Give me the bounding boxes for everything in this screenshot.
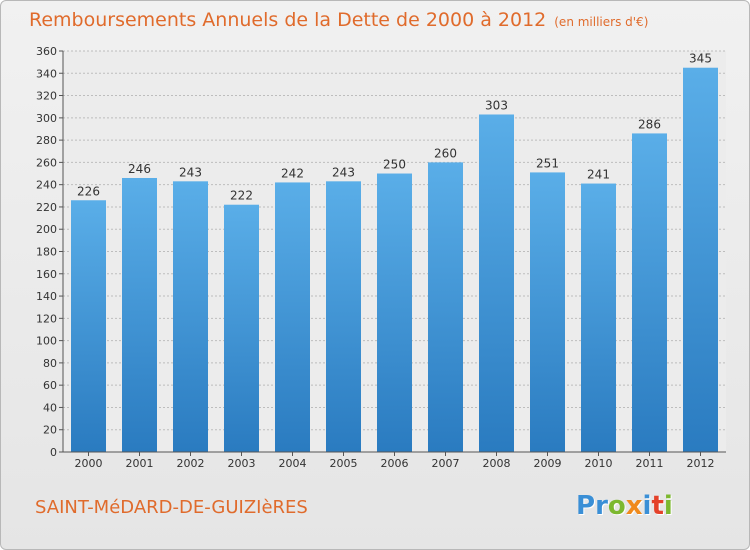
bar-2009 xyxy=(530,172,565,453)
x-tick-label-2012: 2012 xyxy=(687,457,715,470)
x-tick-label-2008: 2008 xyxy=(483,457,511,470)
data-label-2011: 286 xyxy=(638,117,661,131)
y-tick-label: 240 xyxy=(36,179,57,192)
logo-letter: P xyxy=(576,491,596,521)
y-tick-label: 360 xyxy=(36,45,57,58)
x-axis-ticks: 2000 2001 2002 2003 2004 2005 2006 2007 2008 2009… xyxy=(75,452,715,470)
data-labels: 226 246 243 222 242 243 250 260 303 251 241 286 345 xyxy=(77,52,712,203)
logo-letter: o xyxy=(607,491,626,521)
x-tick-label-2003: 2003 xyxy=(228,457,256,470)
bar-2000 xyxy=(71,200,106,452)
bar-2011 xyxy=(632,133,667,452)
logo-letter: t xyxy=(651,491,664,521)
data-label-2006: 250 xyxy=(383,158,406,172)
x-tick-label-2010: 2010 xyxy=(585,457,613,470)
y-tick-label: 0 xyxy=(50,446,57,459)
logo-letter: i xyxy=(663,491,673,521)
bar-2012 xyxy=(683,67,718,452)
bar-2010 xyxy=(581,183,616,452)
y-tick-label: 80 xyxy=(43,357,57,370)
data-label-2005: 243 xyxy=(332,165,355,179)
data-label-2008: 303 xyxy=(485,98,508,112)
data-label-2001: 246 xyxy=(128,162,151,176)
chart-title-text: Remboursements Annuels de la Dette de 20… xyxy=(29,9,547,31)
x-tick-label-2007: 2007 xyxy=(432,457,460,470)
proxiti-logo[interactable]: Proxiti xyxy=(576,491,673,521)
data-label-2010: 241 xyxy=(587,168,610,182)
y-tick-label: 40 xyxy=(43,401,57,414)
chart-unit: (en milliers d'€) xyxy=(554,15,649,29)
x-tick-label-2005: 2005 xyxy=(330,457,358,470)
y-tick-label: 260 xyxy=(36,156,57,169)
bar-2001 xyxy=(122,177,157,452)
y-tick-label: 160 xyxy=(36,268,57,281)
y-tick-label: 140 xyxy=(36,290,57,303)
y-tick-label: 100 xyxy=(36,335,57,348)
x-tick-label-2009: 2009 xyxy=(534,457,562,470)
y-tick-label: 200 xyxy=(36,223,57,236)
data-label-2000: 226 xyxy=(77,184,100,198)
x-tick-label-2001: 2001 xyxy=(126,457,154,470)
bar-2003 xyxy=(224,204,259,452)
logo-letter: i xyxy=(642,491,652,521)
chart-title: Remboursements Annuels de la Dette de 20… xyxy=(29,9,648,31)
x-tick-label-2006: 2006 xyxy=(381,457,409,470)
bar-2008 xyxy=(479,114,514,452)
bar-2004 xyxy=(275,182,310,452)
data-label-2007: 260 xyxy=(434,146,457,160)
data-label-2012: 345 xyxy=(689,52,712,66)
x-tick-label-2002: 2002 xyxy=(177,457,205,470)
bar-2007 xyxy=(428,162,463,452)
x-tick-label-2004: 2004 xyxy=(279,457,307,470)
data-label-2004: 242 xyxy=(281,166,304,180)
bar-2005 xyxy=(326,181,361,452)
y-tick-label: 180 xyxy=(36,246,57,259)
logo-letter: x xyxy=(625,491,643,521)
y-tick-label: 20 xyxy=(43,424,57,437)
y-axis-ticks: 0 20 40 60 80 100 120 140 160 180 200 220 240 260 280 3… xyxy=(36,45,63,459)
data-label-2002: 243 xyxy=(179,165,202,179)
y-tick-label: 60 xyxy=(43,379,57,392)
y-tick-label: 280 xyxy=(36,134,57,147)
bar-2006 xyxy=(377,173,412,452)
y-tick-label: 340 xyxy=(36,67,57,80)
bar-2002 xyxy=(173,181,208,452)
y-tick-label: 320 xyxy=(36,90,57,103)
x-tick-label-2000: 2000 xyxy=(75,457,103,470)
data-label-2009: 251 xyxy=(536,156,559,170)
y-tick-label: 220 xyxy=(36,201,57,214)
bars xyxy=(71,67,718,453)
logo-letter: r xyxy=(595,491,608,521)
x-tick-label-2011: 2011 xyxy=(636,457,664,470)
commune-name: SAINT-MéDARD-DE-GUIZIèRES xyxy=(35,497,308,518)
data-label-2003: 222 xyxy=(230,189,253,203)
y-tick-label: 300 xyxy=(36,112,57,125)
y-tick-label: 120 xyxy=(36,312,57,325)
